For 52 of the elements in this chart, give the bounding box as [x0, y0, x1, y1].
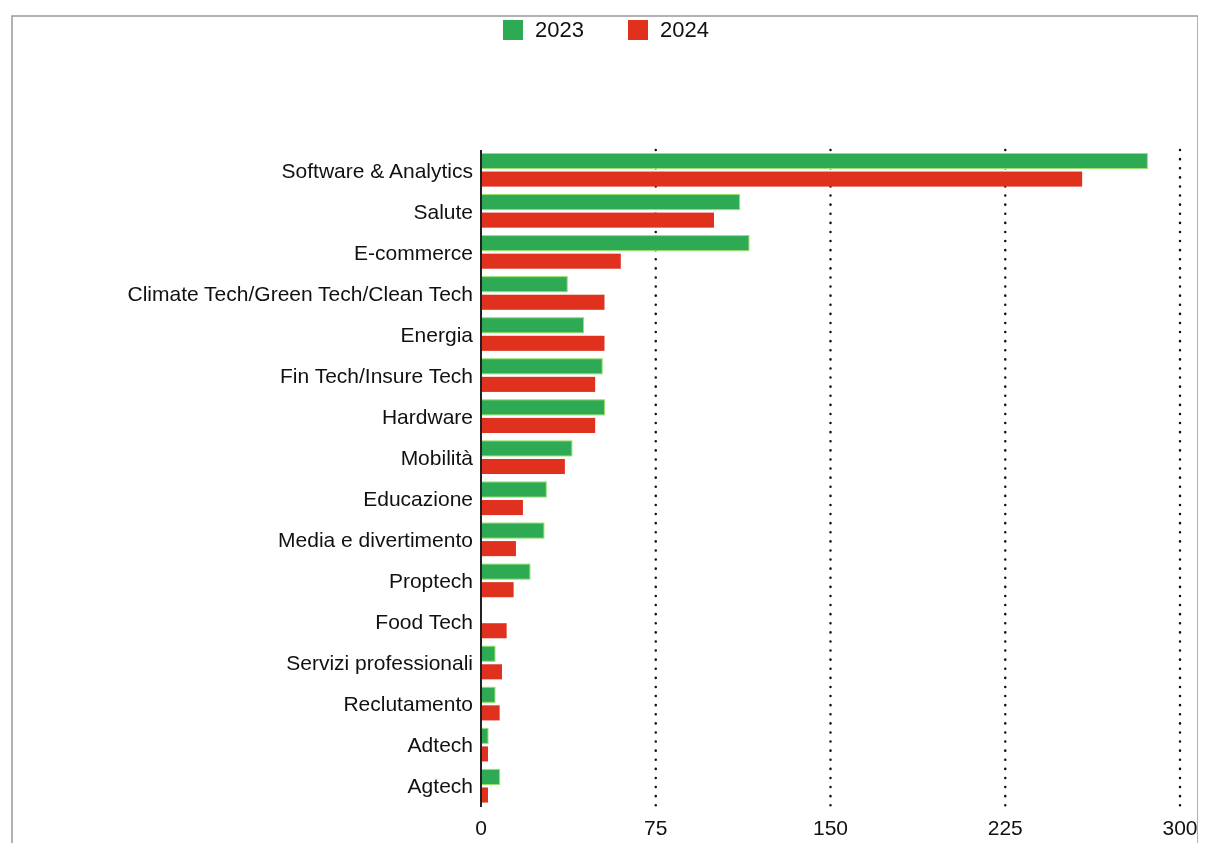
- y-tick-label: Salute: [413, 199, 473, 223]
- x-tick-label: 150: [812, 816, 849, 839]
- x-tick-label: 75: [644, 816, 668, 839]
- bar: [480, 152, 1148, 170]
- bar: [480, 399, 605, 416]
- bar: [481, 787, 488, 803]
- bar: [480, 481, 547, 498]
- y-tick-label: Mobilità: [400, 445, 474, 469]
- y-tick-label: Servizi professionali: [286, 651, 473, 675]
- bar: [481, 623, 507, 639]
- y-tick-label: Energia: [400, 322, 474, 346]
- bar: [480, 440, 573, 457]
- y-tick-label: Media e divertimento: [278, 528, 473, 552]
- bar: [480, 522, 545, 539]
- bar: [481, 253, 621, 269]
- y-tick-label: Adtech: [407, 733, 473, 757]
- y-tick-label: Reclutamento: [343, 692, 473, 716]
- bar: [480, 317, 585, 334]
- y-tick-label: Fin Tech/Insure Tech: [280, 363, 473, 387]
- y-tick-label: Educazione: [363, 487, 473, 511]
- bar: [480, 235, 750, 252]
- bar: [480, 686, 496, 703]
- y-tick-label: Hardware: [381, 404, 473, 428]
- bar: [480, 358, 603, 375]
- bar: [480, 768, 501, 785]
- bar: [481, 582, 514, 598]
- bar: [481, 458, 565, 475]
- bar: [481, 335, 605, 351]
- bar: [481, 500, 523, 516]
- bar: [481, 705, 500, 721]
- bar: [480, 645, 496, 662]
- bar: [481, 417, 596, 433]
- bar: [481, 664, 502, 680]
- bar: [480, 194, 741, 211]
- bar: [481, 171, 1083, 187]
- y-tick-label: Agtech: [407, 774, 473, 798]
- bar: [481, 541, 516, 557]
- legend-label: 2023: [535, 17, 584, 42]
- x-tick-label: 300: [1162, 816, 1198, 839]
- bar: [480, 276, 568, 293]
- bar: [480, 563, 531, 580]
- y-tick-label: Proptech: [388, 569, 473, 593]
- x-tick-label: 0: [475, 816, 487, 839]
- bar: [481, 212, 714, 228]
- bar: [481, 294, 605, 310]
- legend-label: 2024: [660, 17, 709, 42]
- y-tick-label: Food Tech: [375, 610, 473, 634]
- y-tick-label: Climate Tech/Green Tech/Clean Tech: [127, 281, 473, 305]
- bar: [481, 376, 596, 392]
- x-tick-label: 225: [987, 816, 1023, 839]
- y-tick-label: Software & Analytics: [281, 158, 473, 182]
- y-tick-label: E-commerce: [353, 240, 473, 264]
